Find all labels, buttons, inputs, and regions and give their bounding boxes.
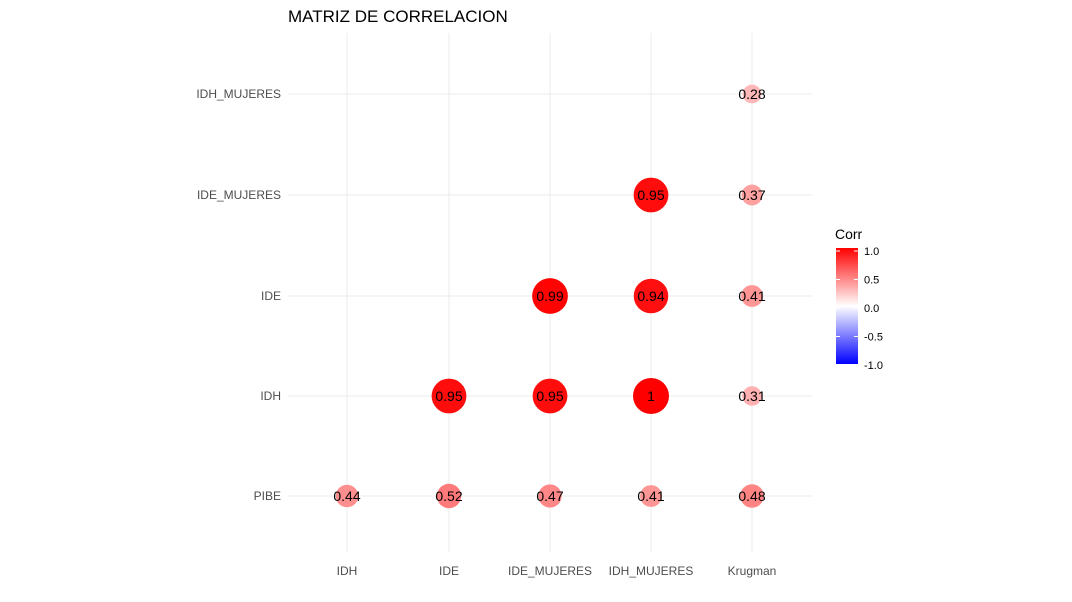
value-labels: 0.44 0.52 0.47 0.41 0.48 0.95 0.95 1 0.31 0.99 0.9… [333,86,765,504]
correlation-point [335,484,359,508]
correlation-value-label: 0.41 [738,288,765,304]
x-tick-label: IDE_MUJERES [508,564,592,578]
correlation-point [741,285,763,307]
correlation-point [742,84,762,104]
correlation-point [633,177,669,213]
x-axis-ticks: IDH IDE IDE_MUJERES IDH_MUJERES Krugman [337,564,777,578]
y-tick-label: IDE_MUJERES [197,188,281,202]
legend-tick-label: -1.0 [864,360,883,372]
correlation-point [740,484,764,508]
legend-tick-label: -0.5 [864,332,883,344]
y-tick-label: PIBE [254,489,281,503]
legend: Corr 1.0 0.5 0.0 -0.5 -1.0 [835,226,883,372]
x-tick-label: IDH [337,564,358,578]
correlation-value-label: 0.48 [738,488,765,504]
correlation-value-label: 0.28 [738,86,765,102]
legend-title: Corr [835,226,863,242]
correlation-point [741,184,763,206]
correlation-value-label: 0.37 [738,187,765,203]
correlation-point [640,485,662,507]
correlation-point [742,386,762,406]
x-tick-label: Krugman [728,564,777,578]
legend-tick-label: 1.0 [864,246,879,258]
correlation-value-label: 0.94 [637,288,664,304]
y-tick-label: IDE [261,289,281,303]
legend-tick-label: 0.5 [864,275,879,287]
correlation-value-label: 0.95 [637,187,664,203]
legend-colorbar [836,248,858,364]
correlation-value-label: 0.31 [738,388,765,404]
correlation-point [633,278,669,314]
correlation-point [633,378,669,414]
correlation-value-label: 0.95 [435,388,462,404]
y-tick-label: IDH_MUJERES [196,87,281,101]
correlation-value-label: 0.99 [536,288,563,304]
y-axis-ticks: PIBE IDH IDE IDE_MUJERES IDH_MUJERES [196,87,281,503]
correlation-value-label: 0.52 [435,488,462,504]
correlation-point [532,278,568,314]
legend-tick-label: 0.0 [864,303,879,315]
correlation-value-label: 1 [647,388,655,404]
x-tick-label: IDE [439,564,459,578]
correlation-point [431,378,467,414]
y-tick-label: IDH [260,389,281,403]
correlation-value-label: 0.47 [536,488,563,504]
correlation-points [335,84,764,509]
correlation-value-label: 0.44 [333,488,360,504]
correlation-value-label: 0.41 [637,488,664,504]
correlation-point [436,483,462,509]
correlation-point [538,484,562,508]
correlation-value-label: 0.95 [536,388,563,404]
x-tick-label: IDH_MUJERES [609,564,694,578]
chart-title: MATRIZ DE CORRELACION [288,7,508,26]
correlation-point [532,378,568,414]
